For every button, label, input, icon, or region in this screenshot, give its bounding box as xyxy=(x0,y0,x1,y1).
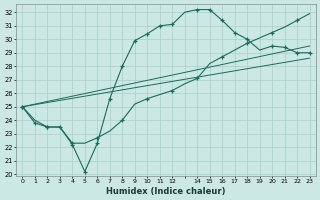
X-axis label: Humidex (Indice chaleur): Humidex (Indice chaleur) xyxy=(106,187,226,196)
